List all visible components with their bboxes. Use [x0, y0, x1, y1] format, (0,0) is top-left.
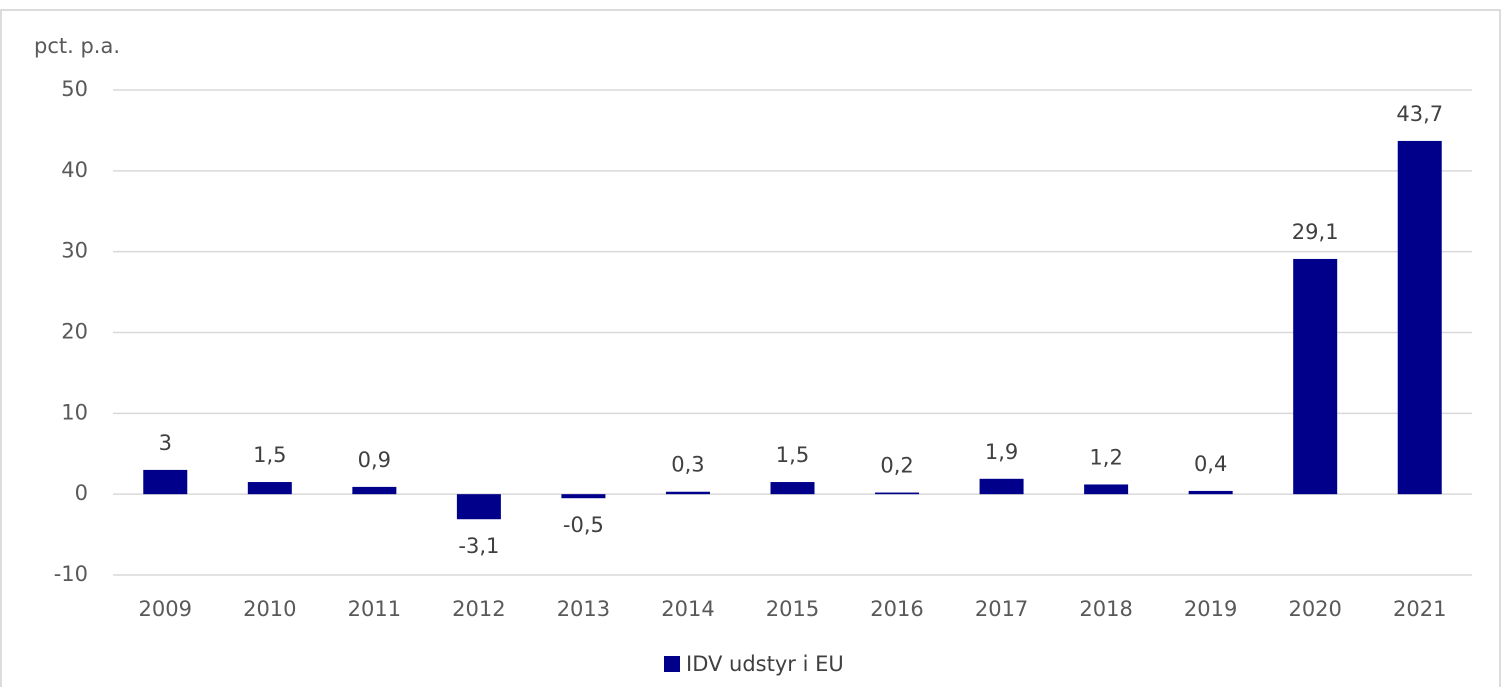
x-tick-label: 2009: [139, 597, 192, 621]
bar: [770, 482, 815, 495]
x-tick-label: 2018: [1079, 597, 1132, 621]
data-label: 0,4: [1194, 452, 1227, 476]
x-tick-label: 2015: [766, 597, 819, 621]
chart-border: [0, 9, 1501, 687]
data-label: 1,5: [776, 443, 809, 467]
y-tick-label: 0: [75, 481, 88, 505]
x-tick-label: 2013: [557, 597, 610, 621]
bar: [456, 494, 501, 520]
x-tick-label: 2011: [348, 597, 401, 621]
bar: [875, 492, 920, 495]
x-tick-label: 2019: [1184, 597, 1237, 621]
x-tick-label: 2012: [452, 597, 505, 621]
x-tick-label: 2017: [975, 597, 1028, 621]
data-label: 1,2: [1089, 445, 1122, 469]
data-label: 0,9: [358, 448, 391, 472]
bar: [1293, 258, 1338, 495]
y-axis-label: pct. p.a.: [34, 34, 120, 58]
y-tick-label: -10: [54, 562, 88, 586]
y-tick-label: 30: [61, 239, 88, 263]
data-label: 1,9: [985, 440, 1018, 464]
data-label: -0,5: [563, 513, 604, 537]
data-label: 3: [159, 431, 172, 455]
x-tick-label: 2020: [1288, 597, 1341, 621]
data-label: -3,1: [458, 534, 499, 558]
data-label: 0,3: [671, 453, 704, 477]
bar: [352, 486, 397, 495]
x-tick-label: 2016: [870, 597, 923, 621]
data-label: 1,5: [253, 443, 286, 467]
bar: [1397, 140, 1442, 495]
x-tick-label: 2010: [243, 597, 296, 621]
bar: [143, 469, 188, 495]
bar: [561, 494, 606, 499]
bar: [665, 491, 710, 495]
y-tick-label: 10: [61, 400, 88, 424]
bar: [247, 482, 292, 495]
legend-swatch: [664, 656, 680, 672]
bar: [979, 478, 1024, 495]
legend-label: IDV udstyr i EU: [686, 652, 844, 676]
y-tick-label: 40: [61, 158, 88, 182]
y-tick-label: 20: [61, 320, 88, 344]
x-tick-label: 2021: [1393, 597, 1446, 621]
data-label: 43,7: [1396, 102, 1443, 126]
y-tick-label: 50: [61, 77, 88, 101]
bar: [1084, 484, 1129, 495]
bar: [1188, 490, 1233, 495]
data-label: 29,1: [1292, 220, 1339, 244]
x-tick-label: 2014: [661, 597, 714, 621]
data-label: 0,2: [880, 454, 913, 478]
